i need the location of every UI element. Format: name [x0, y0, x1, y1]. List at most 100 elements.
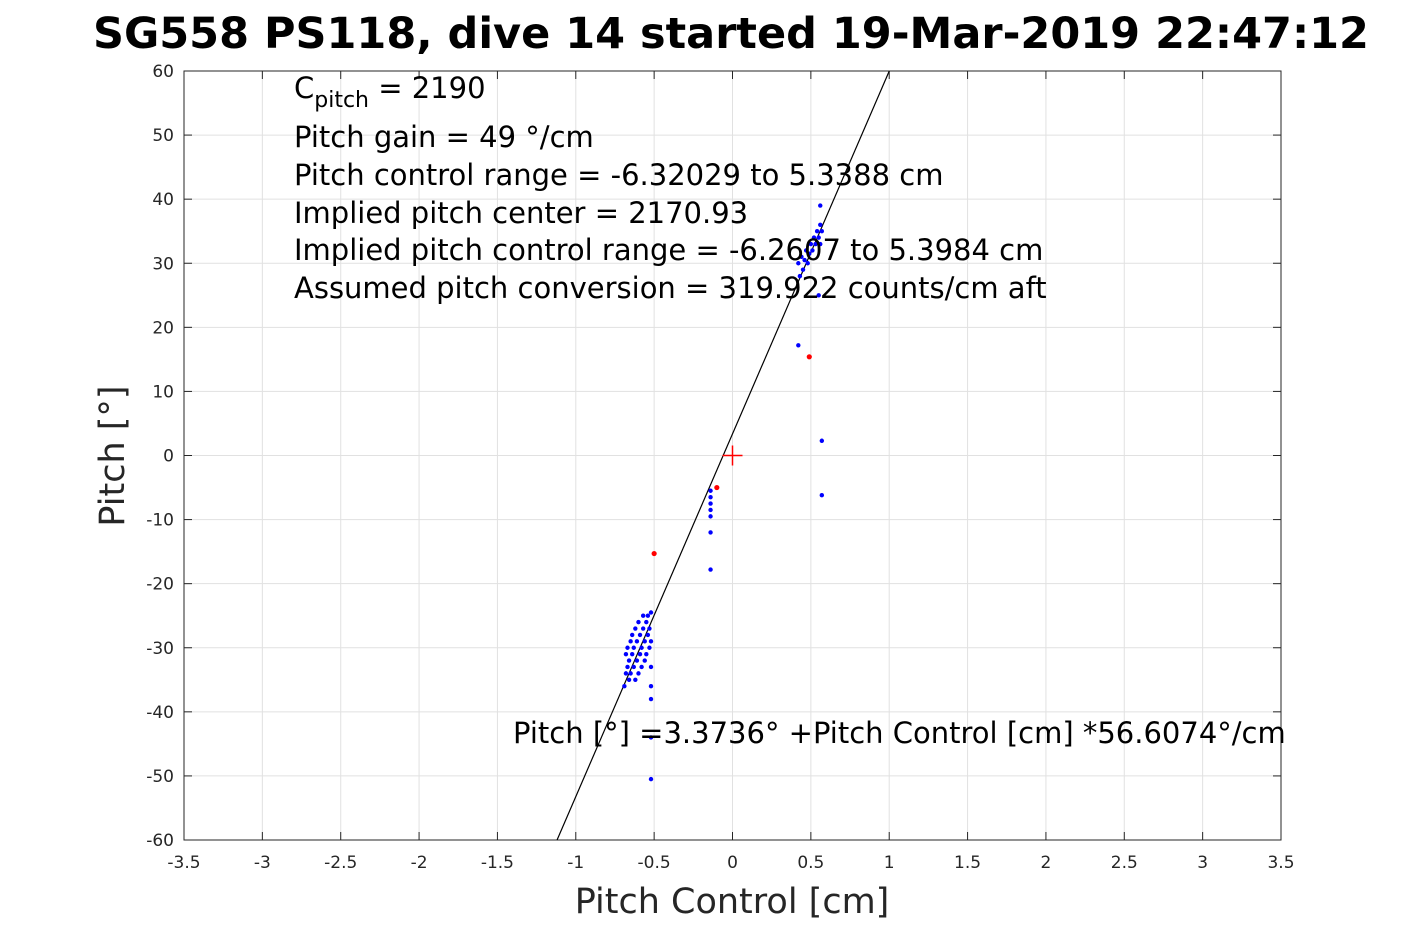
scatter-point [651, 550, 657, 557]
scatter-point [803, 248, 809, 253]
scatter-point [708, 501, 713, 506]
scatter-point [818, 222, 823, 227]
scatter-point [802, 257, 807, 263]
scatter-point [637, 651, 643, 657]
scatter-point [816, 293, 821, 298]
x-tick-label: 0 [727, 853, 738, 873]
scatter-point [648, 735, 654, 740]
scatter-point [810, 248, 815, 253]
scatter-point [626, 658, 632, 663]
scatter-point [807, 251, 812, 256]
x-axis-ticks: -3.5 -3 -2.5 -2 -1.5 -1 -0.5 0 0.5 1 1.5 2 2.5 3 3.5 [167, 71, 1295, 873]
y-tick-label: -50 [146, 767, 174, 787]
c-pitch-value: = 2190 [369, 71, 486, 105]
annotation-pitch-gain: Pitch gain = 49 °/cm [294, 120, 594, 154]
scatter-point [639, 645, 644, 650]
scatter-point [625, 645, 630, 650]
scatter-point [708, 494, 713, 500]
scatter-point [633, 677, 638, 682]
y-tick-label: 0 [163, 447, 174, 467]
scatter-point [708, 530, 713, 535]
scatter-point [648, 664, 654, 670]
scatter-point [818, 203, 823, 208]
scatter-point [645, 613, 651, 618]
chart-title: SG558 PS118, dive 14 started 19-Mar-2019… [93, 9, 1369, 59]
scatter-point [636, 619, 641, 625]
annotation-control-range: Pitch control range = -6.32029 to 5.3388… [294, 158, 943, 192]
scatter-point [642, 658, 647, 663]
annotation-c-pitch: Cpitch = 2190 [294, 71, 486, 113]
scatter-point [806, 354, 812, 360]
scatter-point [648, 610, 654, 615]
scatter-point [648, 684, 654, 689]
annotation-implied-center: Implied pitch center = 2170.93 [294, 196, 748, 230]
x-tick-label: -1 [567, 853, 584, 873]
scatter-point [819, 493, 825, 498]
scatter-point [648, 696, 654, 702]
center-marker [722, 445, 743, 466]
y-tick-label: -40 [146, 703, 174, 723]
scatter-point [625, 664, 630, 670]
scatter-point [626, 677, 632, 682]
scatter-point [622, 684, 627, 689]
scatter-point [644, 619, 649, 625]
y-tick-label: -60 [146, 831, 174, 851]
y-tick-label: 40 [152, 190, 174, 210]
scatter-point [816, 235, 821, 240]
scatter-point [636, 671, 641, 676]
scatter-point [644, 651, 649, 657]
scatter-point [640, 613, 646, 618]
y-tick-label: -30 [146, 639, 174, 659]
scatter-point [813, 241, 818, 247]
x-tick-label: 1.5 [954, 853, 981, 873]
annotation-implied-range: Implied pitch control range = -6.2607 to… [294, 233, 1043, 267]
scatter-point [799, 254, 804, 260]
scatter-point [642, 639, 647, 644]
x-tick-label: -2 [411, 853, 428, 873]
scatter-point [805, 261, 810, 266]
scatter-point [628, 639, 633, 644]
scatter-point [647, 645, 652, 650]
scatter-point [808, 241, 814, 247]
x-tick-label: -3 [254, 853, 271, 873]
x-tick-label: -2.5 [324, 853, 357, 873]
scatter-point [623, 651, 629, 657]
scatter-point [818, 241, 823, 247]
scatter-point [814, 229, 820, 234]
scatter-point [796, 343, 801, 348]
scatter-point [797, 273, 803, 279]
fit-equation: Pitch [°] =3.3736° +Pitch Control [cm] *… [513, 716, 1286, 750]
x-tick-label: 3.5 [1267, 853, 1294, 873]
scatter-point [800, 267, 806, 272]
annotation-block: Cpitch = 2190 Pitch gain = 49 °/cm Pitch… [294, 71, 1047, 305]
scatter-point [645, 632, 651, 638]
scatter-point [708, 507, 713, 513]
x-tick-label: -3.5 [167, 853, 200, 873]
scatter-point [811, 235, 817, 240]
scatter-point [639, 664, 644, 670]
scatter-point [819, 438, 825, 443]
c-pitch-symbol: C [294, 71, 314, 105]
scatter-point [708, 567, 713, 572]
y-tick-label: 30 [152, 254, 174, 274]
scatter-point [634, 658, 640, 663]
x-tick-label: 2 [1041, 853, 1052, 873]
scatter-point [634, 639, 640, 644]
x-tick-label: 0.5 [797, 853, 824, 873]
scatter-point [637, 632, 643, 638]
y-axis-label: Pitch [°] [93, 385, 133, 526]
scatter-point [628, 671, 633, 676]
x-tick-label: -0.5 [638, 853, 671, 873]
scatter-point [633, 626, 638, 631]
y-tick-label: 20 [152, 318, 174, 338]
data-points [622, 203, 825, 782]
x-tick-label: 1 [884, 853, 895, 873]
x-tick-label: 2.5 [1111, 853, 1138, 873]
scatter-point [708, 488, 713, 493]
scatter-point [630, 632, 635, 638]
scatter-point [640, 626, 646, 631]
scatter-point [623, 671, 629, 676]
y-tick-label: 10 [152, 382, 174, 402]
scatter-point [708, 514, 713, 519]
c-pitch-subscript: pitch [314, 88, 369, 113]
